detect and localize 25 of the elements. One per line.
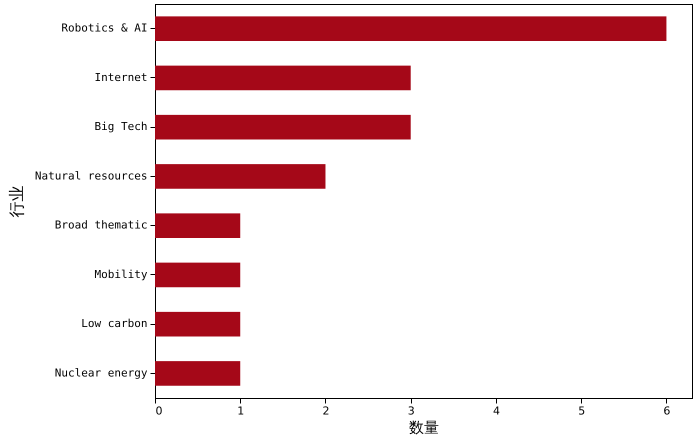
- x-tick-label: 2: [322, 404, 330, 418]
- bar: [155, 66, 411, 90]
- bar: [155, 262, 240, 288]
- bar: [155, 114, 411, 140]
- x-axis-title: 数量: [409, 418, 439, 436]
- y-tick-label: Broad thematic: [54, 218, 148, 232]
- x-tick-label: 6: [663, 404, 670, 418]
- x-tick-label: 3: [408, 404, 415, 418]
- y-tick-label: Mobility: [94, 268, 148, 281]
- y-tick-label: Natural resources: [34, 169, 148, 182]
- x-tick-label: 1: [237, 404, 244, 418]
- y-tick-label: Low carbon: [81, 317, 148, 330]
- bar: [155, 16, 666, 41]
- x-tick-label: 5: [578, 404, 586, 418]
- y-tick-label: Internet: [94, 70, 148, 84]
- x-tick-label: 0: [156, 404, 162, 418]
- y-axis-title: 行业: [6, 186, 26, 218]
- y-tick-label: Nuclear energy: [54, 366, 148, 380]
- bar: [155, 361, 240, 386]
- x-tick-label: 4: [492, 404, 500, 418]
- bar: [155, 164, 326, 189]
- y-tick-label: Big Tech: [94, 120, 148, 134]
- bar: [155, 312, 240, 336]
- y-tick-label: Robotics & AI: [61, 22, 148, 35]
- bar: [155, 213, 240, 238]
